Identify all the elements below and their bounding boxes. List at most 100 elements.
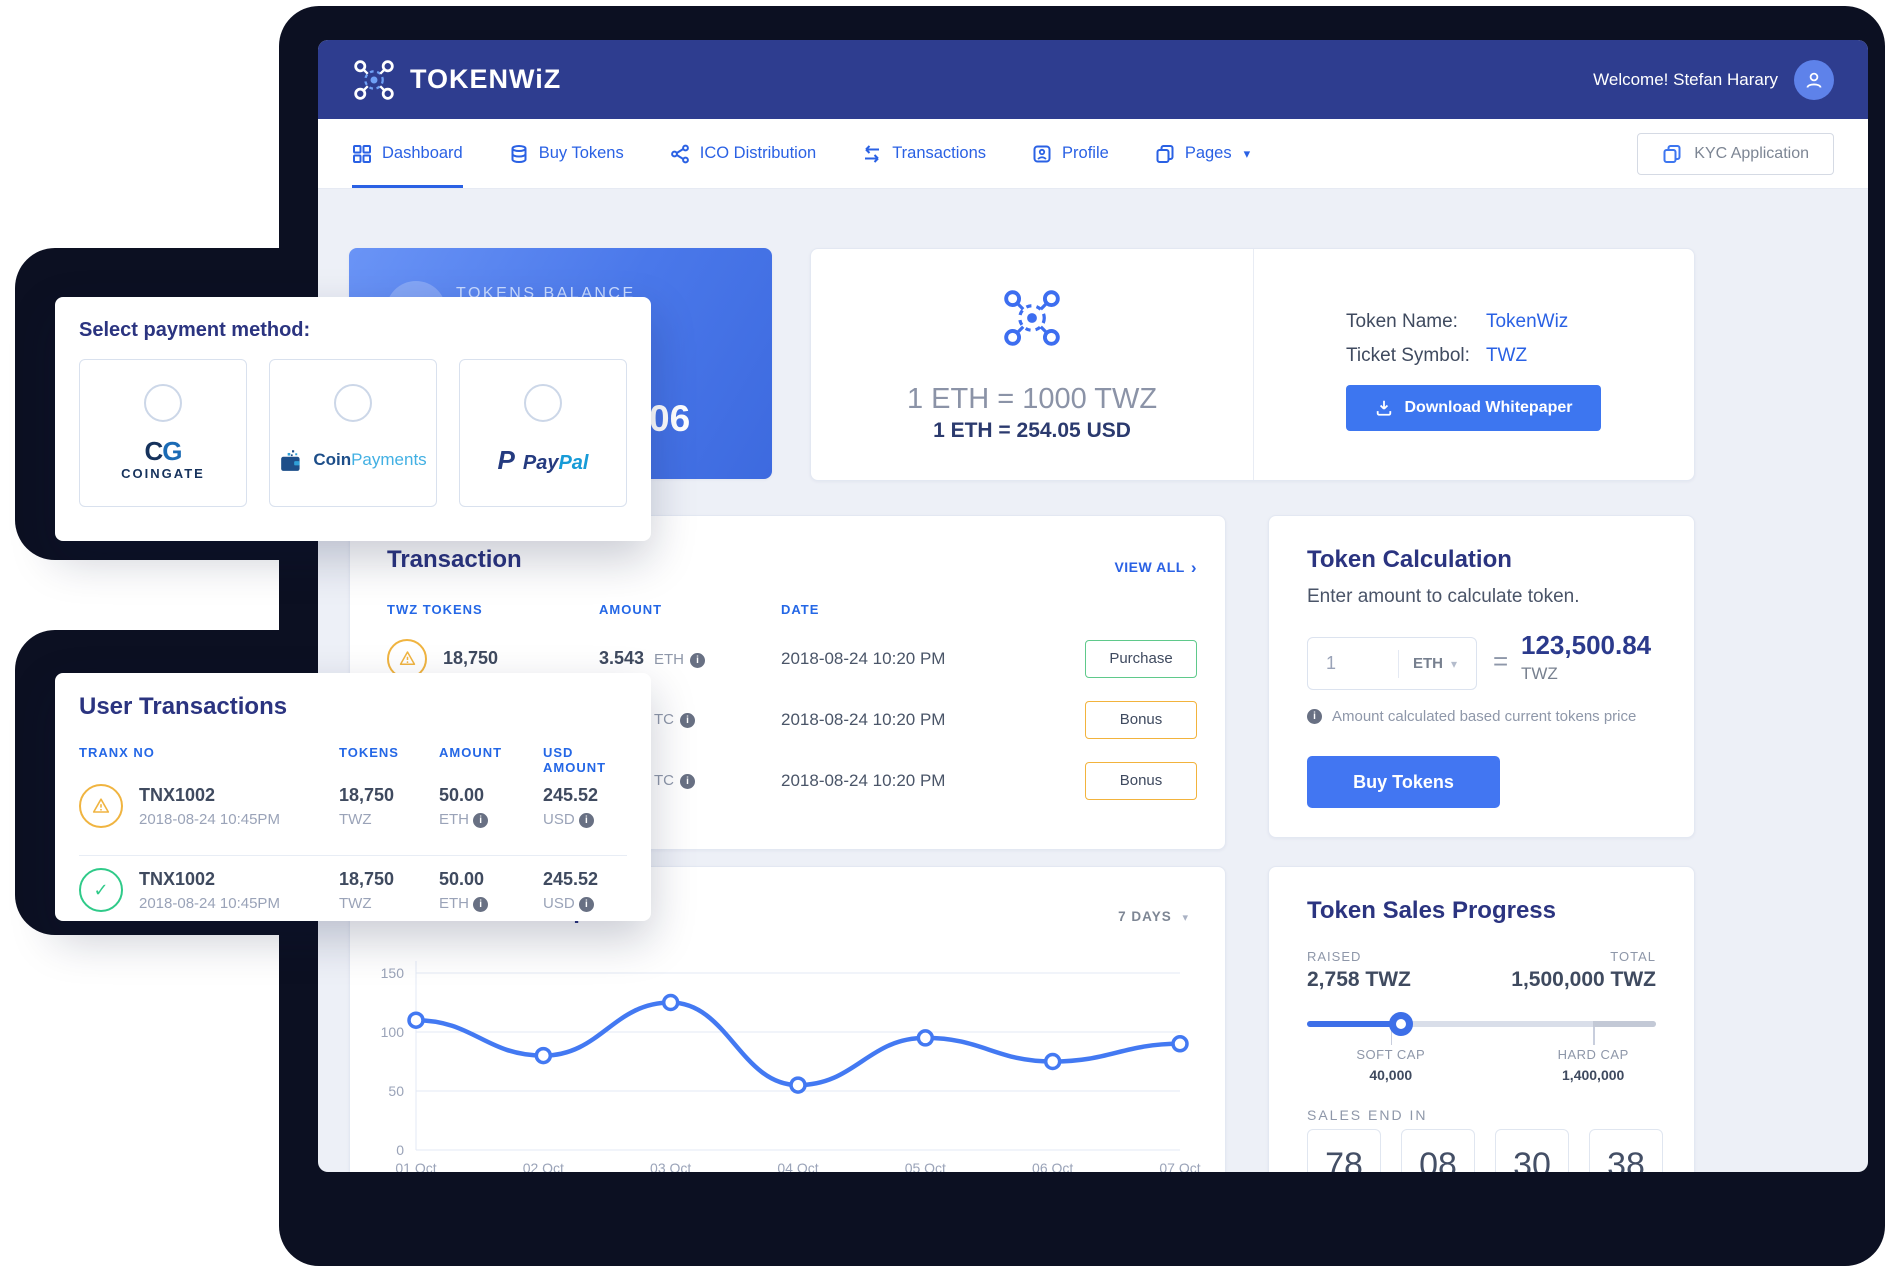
svg-text:150: 150 bbox=[381, 965, 405, 981]
coinpayments-logo: CoinPayments bbox=[279, 436, 427, 484]
list-item: ✓ TNX1002 2018-08-24 10:45PM 18,750 TWZ … bbox=[79, 859, 627, 921]
user-transactions-title: User Transactions bbox=[79, 693, 288, 720]
balance-value: 06 bbox=[649, 398, 691, 439]
usd-value: 245.52 bbox=[543, 868, 599, 889]
col-header-tokens: TOKENS bbox=[339, 745, 399, 760]
payment-option-coinpayments[interactable]: CoinPayments bbox=[269, 359, 437, 507]
eth-twz-rate: 1 ETH = 1000 TWZ bbox=[906, 383, 1158, 415]
tab-pages[interactable]: Pages ▾ bbox=[1155, 119, 1250, 188]
radio-button[interactable] bbox=[144, 384, 182, 422]
purchase-button[interactable]: Purchase bbox=[1085, 639, 1197, 678]
coingate-logo: CG COINGATE bbox=[121, 435, 205, 481]
welcome-text: Welcome! Stefan Harary bbox=[1593, 69, 1778, 89]
info-icon[interactable]: i bbox=[578, 896, 594, 912]
download-whitepaper-label: Download Whitepaper bbox=[1404, 399, 1573, 416]
info-icon: i bbox=[1307, 709, 1322, 724]
list-item: TNX1002 2018-08-24 10:45PM 18,750 TWZ 50… bbox=[79, 775, 627, 837]
amount-value: 50.00 bbox=[439, 784, 485, 805]
token-name-value[interactable]: TokenWiz bbox=[1485, 311, 1569, 332]
payment-option-coingate[interactable]: CG COINGATE bbox=[79, 359, 247, 507]
sales-end-label: SALES END IN bbox=[1307, 1107, 1428, 1123]
slider-handle[interactable] bbox=[1389, 1012, 1414, 1036]
eth-usd-rate: 1 ETH = 254.05 USD bbox=[933, 419, 1131, 442]
user-transactions-modal: User Transactions TRANX NO TOKENS AMOUNT… bbox=[55, 673, 651, 921]
tab-ico-distribution[interactable]: ICO Distribution bbox=[670, 119, 816, 188]
tab-profile[interactable]: Profile bbox=[1032, 119, 1109, 188]
main-navigation: Dashboard Buy Tokens ICO Distrib bbox=[318, 119, 1868, 189]
warning-icon bbox=[387, 638, 427, 679]
success-check-icon: ✓ bbox=[79, 868, 123, 912]
hard-cap-marker: HARD CAP 1,400,000 bbox=[1558, 1047, 1629, 1083]
col-header-date: DATE bbox=[781, 602, 820, 617]
user-transactions-headers: TRANX NO TOKENS AMOUNT USD AMOUNT bbox=[79, 745, 627, 775]
tokens-unit: TWZ bbox=[339, 894, 372, 912]
slider-track bbox=[1307, 1021, 1656, 1027]
info-icon[interactable]: i bbox=[680, 773, 695, 789]
radio-button[interactable] bbox=[524, 384, 562, 422]
currency-value: ETH bbox=[1413, 655, 1443, 672]
transaction-table-headers: TWZ TOKENS AMOUNT DATE bbox=[387, 602, 1197, 617]
brand-logo[interactable]: TOKENWiZ bbox=[352, 58, 561, 102]
countdown-days: 78 bbox=[1307, 1129, 1381, 1172]
token-calculation-title: Token Calculation bbox=[1307, 546, 1512, 573]
soft-cap-value: 40,000 bbox=[1369, 1067, 1413, 1083]
buy-tokens-button[interactable]: Buy Tokens bbox=[1307, 756, 1500, 808]
countdown-minutes: 30 bbox=[1495, 1129, 1569, 1172]
svg-text:50: 50 bbox=[388, 1083, 404, 1099]
transaction-date: 2018-08-24 10:20 PM bbox=[781, 709, 946, 729]
kyc-application-button[interactable]: KYC Application bbox=[1637, 132, 1834, 175]
range-dropdown[interactable]: 7 DAYS ▾ bbox=[1118, 909, 1189, 924]
tokens-value: 18,750 bbox=[443, 648, 499, 668]
payment-option-paypal[interactable]: P PayPal bbox=[459, 359, 627, 507]
radio-button[interactable] bbox=[334, 384, 372, 422]
svg-text:04 Oct: 04 Oct bbox=[777, 1160, 818, 1172]
sales-progress-title: Token Sales Progress bbox=[1307, 897, 1556, 924]
currency-select[interactable]: ETH ▾ bbox=[1399, 655, 1469, 672]
slider-track-overcap bbox=[1593, 1021, 1656, 1027]
ticket-symbol-value[interactable]: TWZ bbox=[1485, 345, 1528, 366]
col-header-amount: AMOUNT bbox=[599, 602, 663, 617]
payment-modal-title: Select payment method: bbox=[79, 319, 311, 341]
total-label: TOTAL bbox=[1610, 949, 1656, 964]
tokens-value: 18,750 bbox=[339, 868, 395, 889]
token-calculation-subtitle: Enter amount to calculate token. bbox=[1307, 586, 1580, 607]
usd-unit: USD bbox=[543, 810, 575, 828]
tab-dashboard[interactable]: Dashboard bbox=[352, 119, 463, 188]
profile-badge-icon bbox=[1033, 145, 1051, 162]
svg-text:0: 0 bbox=[396, 1142, 404, 1158]
tab-label: ICO Distribution bbox=[699, 144, 817, 162]
app-window: TOKENWiZ Welcome! Stefan Harary D bbox=[318, 40, 1868, 1172]
equals-sign: = bbox=[1493, 646, 1509, 676]
pages-icon bbox=[1156, 144, 1174, 163]
info-icon[interactable]: i bbox=[578, 812, 594, 828]
transaction-title: Transaction bbox=[387, 546, 522, 573]
col-header-usd-amount: USD AMOUNT bbox=[543, 745, 607, 775]
tab-buy-tokens[interactable]: Buy Tokens bbox=[509, 119, 624, 188]
tab-transactions[interactable]: Transactions bbox=[862, 119, 986, 188]
info-icon[interactable]: i bbox=[473, 812, 489, 828]
paypal-mark-icon: P bbox=[498, 445, 520, 478]
avatar[interactable] bbox=[1794, 59, 1834, 100]
total-value: 1,500,000 TWZ bbox=[1511, 968, 1656, 991]
row-divider bbox=[79, 855, 627, 856]
amount-input[interactable] bbox=[1308, 652, 1398, 675]
input-divider bbox=[1398, 649, 1399, 678]
view-all-link[interactable]: VIEW ALL › bbox=[1114, 558, 1197, 577]
download-whitepaper-button[interactable]: Download Whitepaper bbox=[1346, 385, 1601, 431]
svg-text:01 Oct: 01 Oct bbox=[395, 1160, 436, 1172]
countdown-seconds: 38 bbox=[1589, 1129, 1663, 1172]
download-icon bbox=[1376, 400, 1391, 416]
calculated-result: 123,500.84 bbox=[1521, 630, 1652, 660]
payment-method-modal: Select payment method: CG COINGATE bbox=[55, 297, 651, 541]
bonus-button[interactable]: Bonus bbox=[1085, 700, 1197, 739]
bonus-button[interactable]: Bonus bbox=[1085, 761, 1197, 800]
info-icon[interactable]: i bbox=[680, 712, 695, 728]
svg-text:100: 100 bbox=[381, 1024, 405, 1040]
info-icon[interactable]: i bbox=[690, 653, 705, 668]
transaction-date: 2018-08-24 10:20 PM bbox=[781, 770, 946, 790]
info-icon[interactable]: i bbox=[473, 896, 489, 912]
tab-label: Profile bbox=[1062, 144, 1109, 162]
table-row: TC i 2018-08-24 10:20 PM Bonus bbox=[387, 689, 1197, 750]
sales-line-chart: 0 50 100 150 01 Oct 02 Oct 03 Oct 04 Oct 05 Oct 0… bbox=[368, 945, 1206, 1172]
ticket-symbol-label: Ticket Symbol: bbox=[1346, 345, 1470, 366]
